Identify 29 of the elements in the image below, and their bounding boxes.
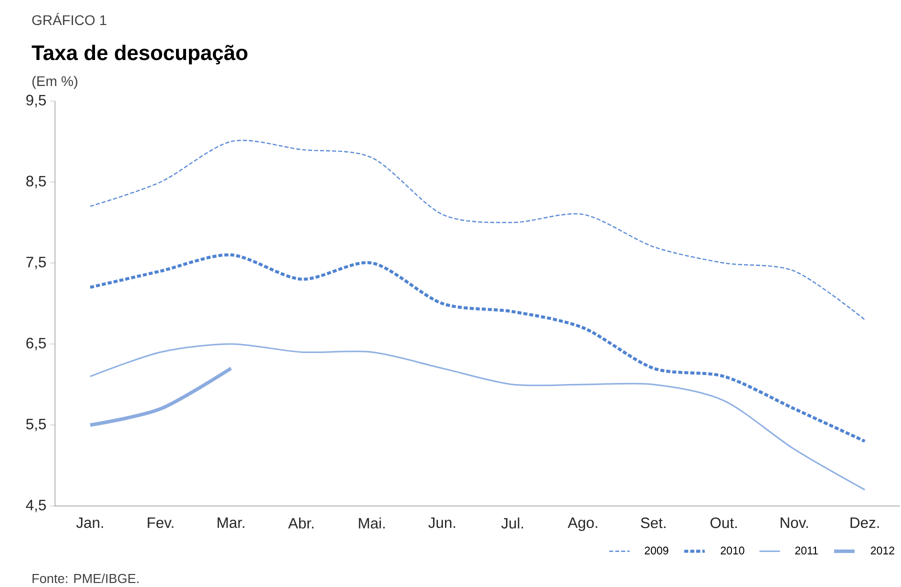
legend-label: 2009	[644, 546, 668, 554]
x-tick-label: Out.	[710, 518, 737, 528]
y-tick-label: 4,5	[26, 500, 46, 512]
text: GRÁFICO 1	[32, 12, 106, 26]
legend-label: 2010	[720, 546, 744, 554]
source-note: Fonte: PME/IBGE.	[32, 574, 138, 584]
y-tick-label: 7,5	[26, 256, 46, 270]
x-tick-label: Jan.	[76, 518, 104, 528]
y-tick-label: 6,5	[26, 338, 46, 350]
x-tick-label: Mar.	[218, 518, 244, 528]
chart-title: Taxa de desocupação	[32, 44, 248, 64]
chart-subtitle: (Em %)	[32, 76, 78, 89]
x-tick-label: Dez.	[850, 518, 879, 528]
x-tick-label: Abr.	[288, 518, 314, 529]
y-tick-label: 5,5	[26, 418, 46, 432]
y-tick-label: 8,5	[26, 176, 46, 188]
x-tick-label: Set.	[640, 518, 666, 528]
x-tick-label: Nov.	[780, 518, 808, 528]
line-series	[88, 253, 866, 443]
x-tick-label: Ago.	[568, 518, 598, 531]
legend-label: 2011	[795, 546, 818, 554]
line-series	[90, 140, 866, 320]
y-tick-label: 9,5	[26, 94, 46, 108]
x-tick-label: Fev.	[148, 518, 174, 528]
x-tick-label: Jun.	[428, 518, 456, 528]
legend-label: 2012	[870, 546, 894, 554]
x-tick-label: Mai.	[358, 518, 385, 529]
x-tick-label: Jul.	[501, 518, 524, 529]
line-series	[89, 343, 866, 491]
